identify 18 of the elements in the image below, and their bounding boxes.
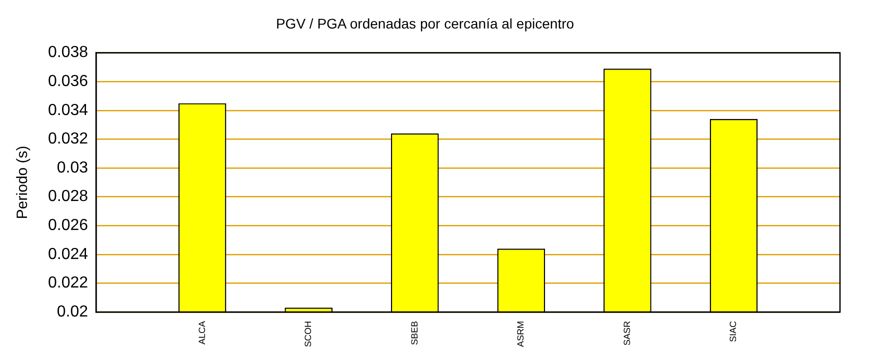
y-tick-label: 0.032 — [48, 130, 88, 148]
chart-title: PGV / PGA ordenadas por cercanía al epicentro — [276, 15, 574, 32]
x-tick-label: SBEB — [409, 321, 420, 346]
y-tick-label: 0.038 — [48, 44, 88, 62]
y-tick-label: 0.028 — [48, 188, 88, 206]
x-tick-label: ASRM — [516, 321, 526, 348]
y-tick-label: 0.026 — [48, 217, 88, 234]
y-tick-label: 0.034 — [48, 102, 88, 119]
y-tick-label: 0.036 — [48, 73, 88, 90]
y-tick-label: 0.022 — [48, 274, 88, 292]
y-axis-title: Periodo (s) — [14, 146, 32, 220]
x-tick-label: SASR — [622, 320, 632, 346]
x-tick-label: ALCA — [196, 321, 207, 345]
y-tick-label: 0.03 — [56, 159, 88, 176]
y-tick-label: 0.02 — [56, 303, 88, 320]
x-tick-label: SCOH — [303, 321, 314, 348]
y-tick-label: 0.024 — [48, 246, 88, 263]
x-tick-label: SIAC — [728, 320, 738, 342]
